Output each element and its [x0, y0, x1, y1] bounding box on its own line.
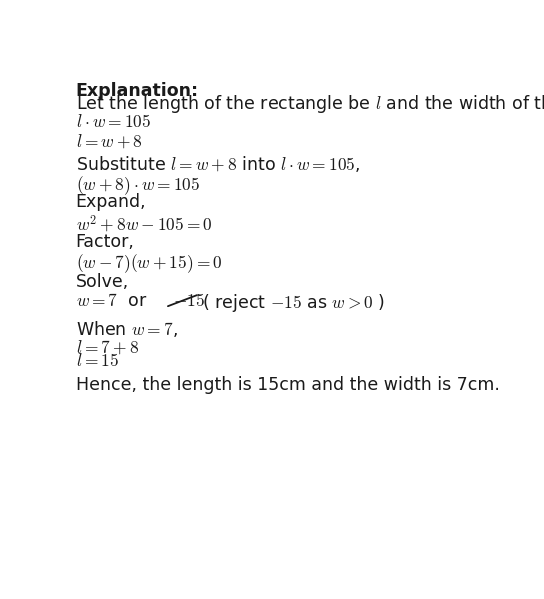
- Text: Solve,: Solve,: [76, 273, 129, 291]
- Text: $w^2 + 8w - 105 = 0$: $w^2 + 8w - 105 = 0$: [76, 213, 212, 234]
- Text: $(w - 7)(w + 15) = 0$: $(w - 7)(w + 15) = 0$: [76, 253, 222, 276]
- Text: $l \cdot w = 105$: $l \cdot w = 105$: [76, 113, 151, 131]
- Text: Hence, the length is 15cm and the width is 7cm.: Hence, the length is 15cm and the width …: [76, 376, 499, 394]
- Text: Explanation:: Explanation:: [76, 82, 199, 100]
- Text: ( reject $-15$ as $w > 0$ ): ( reject $-15$ as $w > 0$ ): [196, 292, 385, 314]
- Text: Expand,: Expand,: [76, 193, 146, 211]
- Text: $-15$: $-15$: [172, 292, 205, 310]
- Text: $l = w + 8$: $l = w + 8$: [76, 133, 143, 151]
- Text: $l = 15$: $l = 15$: [76, 352, 119, 370]
- Text: When $w = 7$,: When $w = 7$,: [76, 319, 177, 338]
- Text: $l = 7 + 8$: $l = 7 + 8$: [76, 338, 139, 356]
- Text: Factor,: Factor,: [76, 233, 134, 251]
- Text: $w = 7$  or: $w = 7$ or: [76, 292, 147, 310]
- Text: Let the length of the rectangle be $l$ and the width of the rectangle be $w$,: Let the length of the rectangle be $l$ a…: [76, 93, 544, 114]
- Text: Substitute $l = w + 8$ into $l \cdot w = 105$,: Substitute $l = w + 8$ into $l \cdot w =…: [76, 154, 360, 174]
- Text: $(w + 8) \cdot w = 105$: $(w + 8) \cdot w = 105$: [76, 174, 200, 196]
